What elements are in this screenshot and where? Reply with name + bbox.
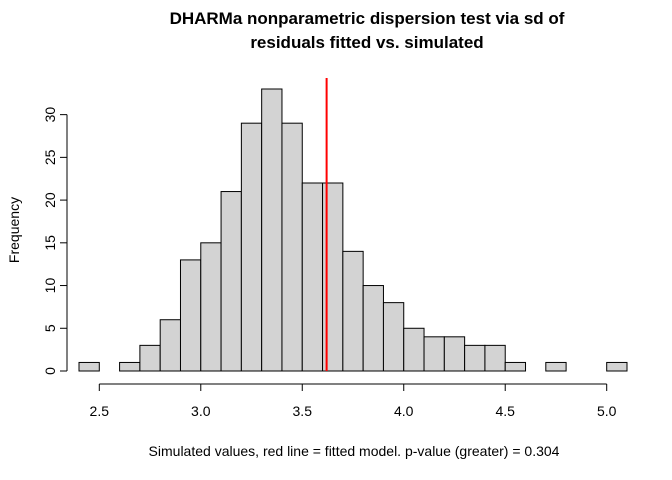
histogram-bar (159, 319, 181, 372)
histogram-bar (403, 327, 425, 372)
chart-title-line2: residuals fitted vs. simulated (250, 33, 483, 52)
histogram-bar (464, 344, 486, 372)
histogram-bar (220, 191, 242, 372)
x-axis: 2.5 3.0 3.5 4.0 4.5 5.0 (90, 383, 617, 419)
histogram-bar (545, 361, 567, 372)
histogram-bar (200, 242, 222, 372)
histogram-bar (443, 336, 466, 372)
histogram-bar (342, 250, 364, 372)
histogram-bar (301, 182, 324, 372)
histogram-bar (362, 285, 384, 372)
y-tick-label: 15 (42, 235, 58, 251)
y-axis: 0 5 10 15 20 25 30 (42, 107, 68, 375)
histogram-bar (322, 182, 344, 372)
histogram-bar (78, 361, 100, 372)
y-tick-label: 5 (42, 324, 58, 332)
histogram-bar (423, 336, 445, 372)
x-tick-label: 4.5 (495, 403, 515, 419)
histogram-bar (179, 259, 202, 372)
histogram-bar (606, 361, 628, 372)
histogram-bar (504, 361, 527, 372)
y-axis-label: Frequency (6, 197, 22, 263)
histogram-bar (281, 122, 303, 372)
histogram-bar (484, 344, 506, 372)
y-tick-label: 30 (42, 107, 58, 123)
x-tick-label: 2.5 (90, 403, 110, 419)
histogram-bar (240, 122, 263, 372)
x-tick-label: 3.0 (191, 403, 211, 419)
y-tick-label: 0 (42, 367, 58, 375)
histogram-bar (261, 88, 283, 372)
histogram-bar (139, 344, 161, 372)
x-tick-label: 3.5 (293, 403, 313, 419)
x-axis-label: Simulated values, red line = fitted mode… (149, 443, 560, 459)
histogram-bar (119, 361, 141, 372)
x-tick-label: 4.0 (394, 403, 414, 419)
y-tick-label: 20 (42, 192, 58, 208)
y-tick-label: 10 (42, 278, 58, 294)
x-tick-label: 5.0 (597, 403, 617, 419)
y-tick-label: 25 (42, 149, 58, 165)
histogram-bar (382, 302, 405, 372)
histogram-bars (78, 88, 628, 372)
chart-title-line1: DHARMa nonparametric dispersion test via… (170, 9, 565, 28)
